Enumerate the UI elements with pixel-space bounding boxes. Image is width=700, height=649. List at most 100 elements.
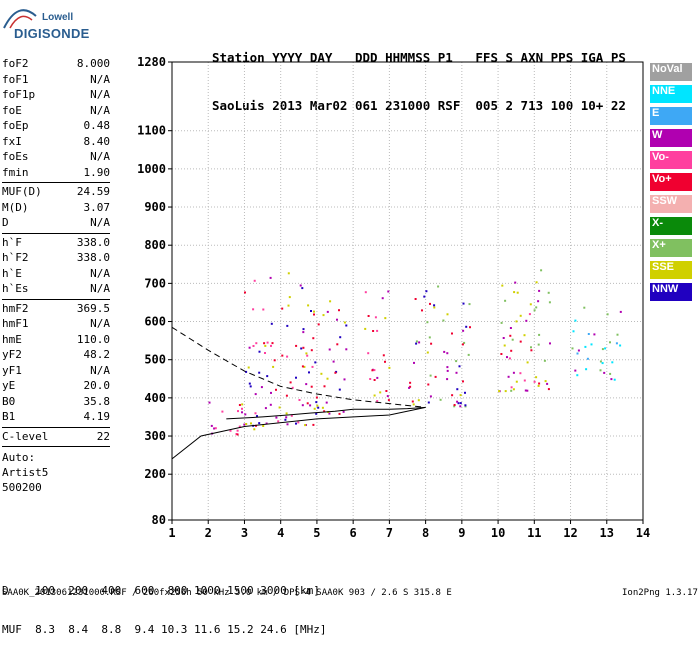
echo-point — [295, 422, 297, 425]
param-value: N/A — [90, 103, 110, 117]
echo-point — [603, 371, 606, 374]
param-value: 48.2 — [83, 348, 111, 361]
echo-point — [281, 354, 284, 357]
echo-point — [535, 376, 538, 379]
param-name: yF2 — [2, 348, 22, 361]
echo-point — [451, 332, 453, 335]
param-row: hmF1 N/A — [2, 316, 110, 332]
echo-point — [338, 388, 341, 391]
echo-point — [286, 355, 289, 358]
param-name: yE — [2, 379, 16, 392]
echo-point — [213, 427, 216, 430]
echo-point — [291, 386, 294, 389]
echo-point — [442, 319, 445, 322]
echo-point — [308, 371, 310, 374]
echo-point — [526, 389, 529, 392]
param-value: 3.07 — [83, 200, 111, 214]
echo-point — [248, 346, 251, 349]
echo-point — [290, 414, 293, 417]
echo-point — [459, 394, 462, 397]
echo-point — [325, 401, 328, 404]
echo-point — [229, 429, 232, 432]
param-name: foF1p — [2, 88, 36, 101]
echo-point — [302, 331, 305, 334]
echo-point — [546, 382, 549, 385]
echo-point — [455, 360, 458, 363]
echo-point — [523, 379, 526, 382]
echo-point — [549, 342, 551, 345]
param-value: 369.5 — [76, 301, 110, 315]
y-tick-label: 200 — [144, 467, 166, 481]
echo-point — [266, 375, 269, 378]
echo-point — [312, 337, 315, 340]
echo-point — [606, 313, 609, 316]
echo-point — [371, 369, 374, 372]
param-value: N/A — [90, 363, 110, 377]
param-separator — [2, 232, 110, 234]
echo-point — [323, 410, 326, 413]
echo-point — [307, 304, 310, 307]
echo-point — [241, 407, 243, 410]
echo-point — [535, 306, 538, 309]
echo-point — [429, 302, 431, 305]
echo-point — [434, 375, 437, 378]
x-tick-label: 1 — [168, 526, 175, 540]
echo-point — [427, 401, 430, 404]
y-tick-label: 400 — [144, 391, 166, 405]
param-row: yF1 N/A — [2, 363, 110, 379]
echo-point — [467, 353, 470, 356]
echo-point — [286, 423, 289, 426]
echo-point — [311, 365, 314, 368]
echo-point — [278, 406, 281, 409]
param-row: B1 4.19 — [2, 409, 110, 425]
legend-entry: Vo- — [650, 151, 692, 169]
echo-point — [281, 307, 284, 310]
y-tick-label: 300 — [144, 429, 166, 443]
echo-point — [537, 300, 540, 303]
echo-point — [515, 320, 518, 323]
echo-point — [338, 309, 340, 312]
echo-point — [320, 372, 323, 375]
echo-point — [538, 333, 541, 336]
echo-point — [574, 369, 577, 372]
param-name: hmF1 — [2, 317, 29, 330]
x-tick-label: 12 — [563, 526, 577, 540]
echo-point — [339, 336, 342, 339]
echo-point — [519, 314, 522, 317]
echo-point — [269, 276, 272, 279]
echo-point — [384, 360, 386, 363]
virtual-height-trace — [171, 406, 426, 460]
echo-point — [529, 303, 532, 306]
legend-entry: W — [650, 129, 692, 147]
echo-point — [417, 399, 420, 402]
echo-point — [214, 427, 217, 430]
x-tick-label: 6 — [350, 526, 357, 540]
echo-point — [576, 352, 579, 355]
echo-point — [506, 356, 508, 359]
echo-point — [468, 303, 471, 306]
x-tick-label: 8 — [422, 526, 429, 540]
echo-point — [443, 350, 446, 353]
echo-point — [265, 422, 268, 425]
echo-point — [245, 423, 248, 425]
echo-point — [300, 347, 303, 350]
ionogram-chart: 1 2 3 4 5 6 7 8 9 10 11 12 13 14802003004005006007008… — [137, 55, 650, 540]
echo-point — [414, 298, 417, 300]
echo-point — [237, 410, 239, 413]
echo-point — [254, 393, 257, 396]
param-row: foF1 N/A — [2, 72, 110, 88]
echo-point — [287, 304, 290, 307]
echo-point — [577, 349, 580, 352]
echo-point — [548, 301, 551, 304]
echo-point — [376, 329, 379, 332]
true-height-trace — [226, 406, 426, 420]
echo-point — [260, 386, 263, 389]
echo-point — [342, 410, 345, 413]
profile-dashed-trace — [171, 326, 426, 408]
param-value: 0.48 — [83, 119, 111, 132]
y-tick-label: 800 — [144, 238, 166, 252]
echo-point — [252, 308, 255, 311]
echo-point — [334, 371, 337, 374]
echo-point — [616, 333, 619, 336]
param-separator — [2, 426, 110, 428]
